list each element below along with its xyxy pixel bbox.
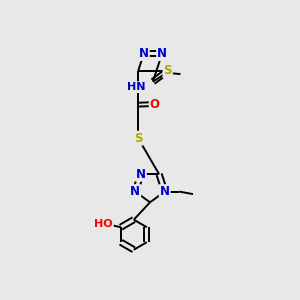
Text: HO: HO: [94, 219, 113, 229]
Text: N: N: [160, 185, 170, 198]
Text: S: S: [134, 132, 142, 145]
Text: O: O: [150, 98, 160, 111]
Text: HN: HN: [128, 82, 146, 92]
Text: N: N: [139, 47, 149, 60]
Text: S: S: [164, 64, 172, 77]
Text: N: N: [136, 168, 146, 181]
Text: N: N: [157, 47, 167, 60]
Text: N: N: [130, 185, 140, 198]
